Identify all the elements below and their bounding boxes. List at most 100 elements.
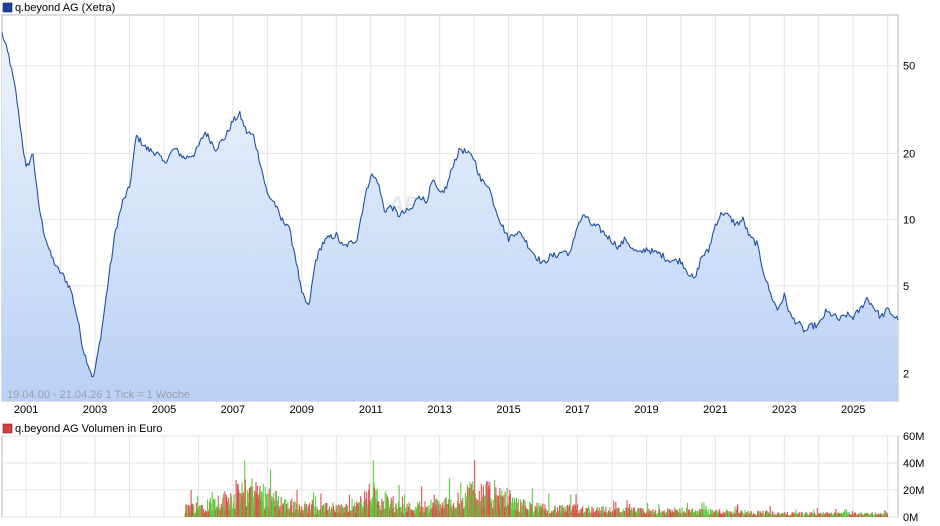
volume-bar: [831, 515, 834, 517]
volume-bar: [377, 501, 379, 517]
volume-bar: [871, 512, 873, 517]
volume-bar: [634, 512, 636, 517]
volume-bar: [714, 511, 716, 517]
volume-bar: [248, 488, 250, 517]
volume-bar: [570, 494, 572, 517]
volume-bar: [571, 509, 573, 517]
volume-bar: [590, 514, 592, 517]
volume-bar: [467, 486, 469, 517]
volume-bar: [281, 504, 284, 517]
volume-bar: [857, 514, 859, 517]
volume-bar: [262, 501, 264, 517]
volume-bar: [655, 515, 657, 517]
volume-bar: [580, 512, 582, 517]
volume-bar: [364, 498, 366, 517]
volume-bar: [557, 511, 559, 517]
volume-bar: [822, 514, 824, 517]
volume-bar: [287, 502, 289, 517]
volume-bar: [322, 505, 324, 517]
volume-bar: [674, 511, 677, 517]
volume-bar: [511, 508, 513, 517]
volume-bar: [749, 513, 751, 517]
volume-bar: [849, 513, 851, 517]
volume-bar: [260, 499, 262, 517]
volume-y-axis: 0M 20M 40M 60M: [903, 431, 924, 524]
volume-bar: [723, 514, 726, 517]
volume-bar: [528, 513, 530, 517]
volume-bar: [735, 513, 737, 517]
volume-bar: [597, 510, 599, 517]
volume-bar: [299, 512, 301, 517]
volume-bar: [330, 507, 333, 517]
volume-bar: [303, 512, 305, 517]
volume-bar: [301, 513, 303, 517]
volume-bar: [747, 511, 749, 517]
volume-bar: [670, 513, 673, 517]
volume-bar: [556, 512, 558, 517]
volume-bar: [671, 509, 673, 517]
volume-bar: [626, 500, 628, 517]
volume-bar: [680, 514, 682, 517]
volume-bar: [812, 514, 814, 517]
volume-bar: [342, 505, 344, 517]
volume-bar: [325, 503, 327, 517]
volume-bar: [620, 512, 622, 517]
volume-bar: [824, 513, 826, 517]
volume-bar: [730, 512, 732, 517]
volume-bar: [601, 506, 603, 517]
volume-bar: [815, 515, 817, 517]
volume-bar: [851, 514, 853, 517]
volume-bar: [615, 502, 617, 517]
volume-bar: [289, 500, 291, 517]
volume-bar: [197, 495, 199, 517]
volume-bar: [745, 512, 747, 517]
volume-bar: [682, 513, 684, 517]
volume-bar: [239, 492, 241, 517]
volume-bar: [632, 509, 634, 517]
volume-bar: [433, 503, 435, 517]
volume-bar: [211, 510, 213, 517]
volume-bar: [499, 494, 502, 517]
volume-bar: [432, 502, 434, 517]
volume-bars: [184, 460, 889, 517]
volume-bar: [191, 503, 193, 517]
volume-bar: [668, 514, 670, 517]
volume-bar: [425, 509, 427, 517]
volume-bar: [349, 510, 351, 517]
volume-bar: [664, 513, 666, 517]
volume-bar: [598, 507, 600, 517]
volume-bar: [806, 512, 808, 517]
volume-bar: [295, 503, 297, 517]
volume-bar: [694, 511, 696, 517]
volume-bar: [706, 512, 708, 517]
volume-bar: [587, 513, 589, 517]
volume-bar: [424, 501, 426, 517]
volume-bar: [731, 514, 734, 517]
volume-bar: [656, 514, 658, 517]
volume-bar: [195, 512, 197, 517]
volume-bar: [766, 511, 768, 517]
volume-bar: [712, 509, 714, 517]
volume-bar: [237, 484, 239, 517]
volume-bar: [379, 504, 381, 517]
volume-bar: [798, 512, 800, 517]
volume-bar: [773, 515, 775, 517]
volume-bar: [453, 506, 455, 517]
volume-bar: [358, 503, 360, 517]
volume-bar: [837, 512, 840, 517]
volume-bar: [701, 502, 703, 517]
volume-bar: [703, 502, 705, 517]
volume-bar: [412, 511, 414, 517]
volume-bar: [264, 509, 266, 517]
volume-bar: [721, 513, 723, 517]
volume-bar: [684, 512, 686, 517]
volume-bar: [268, 488, 270, 517]
volume-bar: [578, 513, 580, 517]
volume-bar: [822, 511, 824, 517]
volume-bar: [709, 514, 711, 517]
volume-bar: [817, 512, 819, 517]
volume-bar: [484, 506, 486, 517]
volume-bar: [518, 511, 520, 517]
volume-bar: [367, 503, 369, 517]
volume-bar: [529, 503, 531, 517]
